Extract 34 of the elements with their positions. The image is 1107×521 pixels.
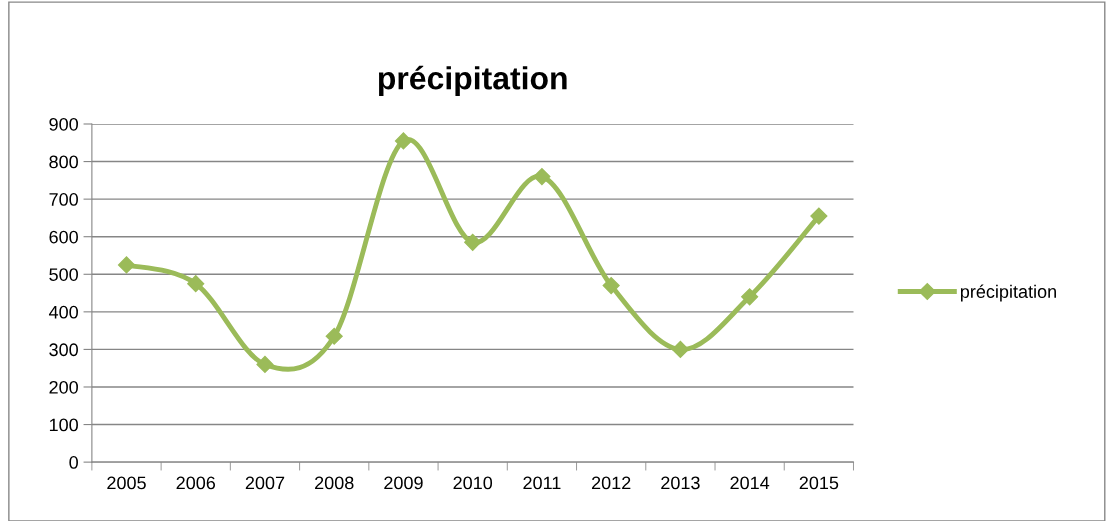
y-tick-label: 400 [48, 305, 78, 319]
y-tick-label: 800 [49, 155, 78, 169]
point [464, 233, 482, 251]
point [533, 168, 551, 186]
y-tick-label: 300 [49, 343, 78, 357]
y-tick-label: 600 [49, 230, 78, 244]
point [741, 288, 759, 306]
point [117, 256, 136, 274]
x-tick-label: 2008 [315, 476, 354, 490]
x-tick-label: 2010 [453, 476, 493, 490]
y-tick-label: 0 [69, 456, 78, 469]
x-tick-label: 2006 [176, 476, 216, 490]
x-tick-label: 2007 [245, 476, 285, 490]
y-tick-label: 500 [49, 268, 78, 281]
y-tick-label: 900 [49, 117, 78, 131]
x-tick-label: 2013 [661, 476, 700, 490]
point [187, 275, 205, 293]
point [671, 340, 689, 358]
chart-title: précipitation [378, 65, 567, 96]
x-tick-label: 2015 [799, 476, 839, 490]
point [394, 132, 413, 150]
x-tick-label: 2005 [107, 476, 146, 490]
y-tick-label: 200 [49, 380, 78, 394]
x-tick-label: 2011 [523, 476, 561, 490]
y-tick-label: 100 [49, 418, 78, 432]
y-tick-label: 700 [49, 193, 78, 206]
point [602, 276, 620, 295]
x-tick-label: 2014 [730, 476, 770, 490]
point [325, 327, 343, 345]
point [810, 207, 828, 225]
legend-label: précipitation [960, 284, 1056, 302]
x-tick-label: 2012 [591, 476, 631, 490]
point [256, 355, 274, 373]
x-tick-label: 2009 [384, 476, 423, 490]
